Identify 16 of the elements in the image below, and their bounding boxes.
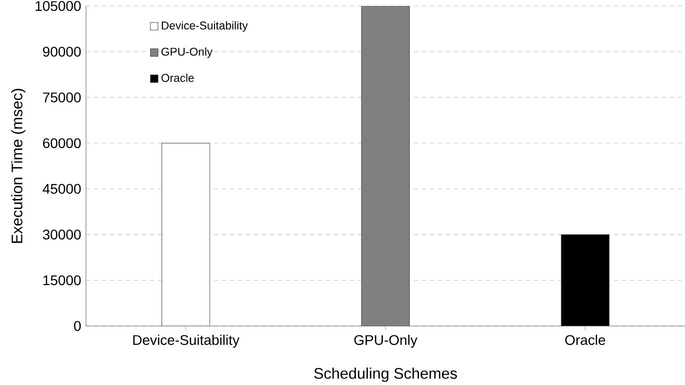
y-tick-label: 15000 [43,275,81,286]
y-tick-label: 105000 [36,1,81,11]
y-axis-title: Execution Time (msec) [11,88,26,243]
y-tick-label: 60000 [43,138,81,148]
x-tick-label: Device-Suitability [133,334,240,348]
y-tick-label: 30000 [42,230,81,240]
x-axis-title: Scheduling Schemes [314,368,457,382]
y-tick-label: 0 [74,321,81,331]
legend-label: GPU-Only [162,47,213,58]
legend-label: Oracle [162,74,194,82]
x-tick-label: Oracle [565,334,606,345]
x-tick-label: GPU-Only [354,334,418,348]
y-tick-label: 90000 [43,46,81,57]
y-tick-label: 45000 [42,184,81,194]
y-tick-label: 75000 [43,92,81,102]
legend-label: Device-Suitability [162,21,248,32]
